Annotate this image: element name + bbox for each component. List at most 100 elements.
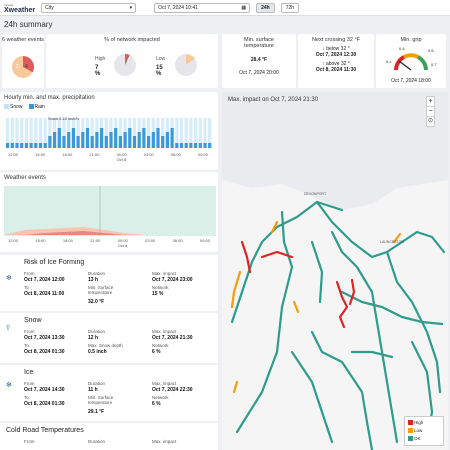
precip-bar-snow — [189, 118, 193, 148]
x-tick-label: 15:00 — [35, 238, 46, 243]
grip-tick-06: 0.6 — [428, 48, 434, 53]
network-impacted-title: % of network impacted — [104, 37, 160, 43]
weather-events-chart — [4, 186, 216, 236]
to-label: To — [24, 395, 29, 400]
precip-bar-rain — [128, 128, 132, 148]
road-segment[interactable] — [350, 350, 394, 359]
duration-value: 11 h — [88, 387, 98, 393]
road-segment-high[interactable] — [240, 240, 252, 274]
precip-bar-rain — [208, 143, 212, 148]
precip-bar-snow — [184, 118, 188, 148]
precip-bar-snow — [24, 118, 28, 148]
min-surface-time: Oct 7, 2024 20:00 — [239, 70, 279, 76]
above-time: Oct 8, 2024 11:30 — [315, 67, 357, 73]
range-24h-button[interactable]: 24h — [256, 2, 275, 13]
impact-label: Max. impact — [152, 381, 177, 386]
weather-events-card[interactable]: 6 weather events 4 2 — [2, 34, 44, 88]
grip-tick-07: 0.7 — [431, 62, 437, 67]
date-picker[interactable]: Oct 7, 2024 10:41 ▦ — [154, 2, 251, 13]
calendar-icon: ▦ — [241, 4, 247, 11]
precip-bar-rain — [10, 143, 14, 148]
road-segment-low[interactable] — [232, 380, 239, 394]
duration-label: Duration — [88, 271, 106, 276]
next-crossing-card[interactable]: Next crossing 32 °F ↓ below 32 ° Oct 7, … — [298, 34, 374, 88]
map-panel[interactable]: Max. impact on Oct 7, 2024 21:30 — [222, 92, 448, 450]
logo-subtext: vaisala — [4, 2, 14, 7]
precip-bar-snow — [194, 118, 198, 148]
legend-rain[interactable]: Rain — [28, 104, 45, 110]
network-low-pie — [175, 54, 197, 76]
chevron-down-icon: ▾ — [129, 4, 133, 11]
network-value: 6 % — [152, 349, 161, 355]
road-segment[interactable] — [330, 230, 399, 444]
network-label: Network — [152, 343, 169, 348]
precip-bar-rain — [118, 136, 122, 148]
weather-events-x-axis: 12:00 15:00 18:00 21:00 00:00 03:00 06:00 09:00… — [4, 238, 216, 250]
to-value: Oct 8, 2024 01:30 — [24, 401, 65, 407]
network-value: 6 % — [152, 401, 161, 407]
road-segment-high[interactable] — [335, 280, 349, 329]
event-card-cold-road[interactable]: Cold Road Temperatures From Duration Max… — [0, 423, 218, 450]
x-tick-label: 12:00 — [8, 238, 19, 243]
precip-bar-rain — [76, 136, 80, 148]
grip-tick-04: 0.4 — [399, 46, 405, 51]
map-land — [222, 180, 448, 450]
road-map[interactable] — [222, 92, 448, 450]
min-surface-card[interactable]: Min. surface temperature 28.4 °F Oct 7, … — [222, 34, 296, 88]
x-tick-label: 15:00 — [35, 152, 46, 157]
road-segment-low[interactable] — [292, 300, 300, 314]
event-card-ice[interactable]: Ice ❄ High From Oct 7, 2024 14:30 To Oct… — [0, 365, 218, 421]
metric-value: 32.0 °F — [88, 299, 105, 305]
precip-bar-rain — [151, 132, 155, 148]
event-card-ice-forming[interactable]: Risk of Ice Forming ❄ Low From Oct 7, 20… — [0, 255, 218, 311]
network-impacted-card[interactable]: % of network impacted High 7 % Low 15 % — [46, 34, 218, 88]
road-segment-low[interactable] — [270, 220, 279, 234]
road-segment[interactable] — [230, 200, 344, 324]
road-segment-low[interactable] — [392, 232, 402, 244]
precipitation-title: Hourly min. and max. precipitation — [4, 95, 95, 101]
road-segment[interactable] — [385, 250, 442, 394]
road-segment-high[interactable] — [260, 250, 294, 259]
precip-bar-rain — [175, 143, 179, 148]
weather-events-pie: 4 2 — [12, 56, 34, 78]
location-select[interactable]: City ▾ — [41, 2, 137, 13]
road-segment-low[interactable] — [230, 270, 242, 309]
date-value: Oct 7, 2024 10:41 — [158, 4, 198, 11]
next-crossing-title: Next crossing 32 °F — [311, 37, 361, 43]
precipitation-x-axis: 12:00 15:00 18:00 21:00 00:00 03:00 06:00 09:00… — [4, 152, 214, 164]
to-value: Oct 8, 2024 01:30 — [24, 349, 65, 355]
precip-bar-rain — [123, 132, 127, 148]
range-72h-button[interactable]: 72h — [280, 2, 300, 13]
precip-bar-snow — [198, 118, 202, 148]
legend-snow[interactable]: Snow — [4, 104, 23, 110]
duration-value: 13 h — [88, 277, 99, 283]
impact-label: Max. impact — [152, 329, 177, 334]
road-segment[interactable] — [340, 290, 444, 326]
road-segment[interactable] — [400, 230, 446, 254]
network-low-value: 15 % — [156, 65, 163, 77]
precip-bar-snow — [147, 118, 151, 148]
road-segment[interactable] — [235, 210, 294, 434]
legend-low-label: Low — [414, 428, 423, 433]
road-segment[interactable] — [310, 330, 374, 450]
precip-bar-snow — [43, 118, 47, 148]
to-label: To — [24, 343, 29, 348]
weather-events-panel: Weather events 12:00 15:00 18:00 21:00 00:00… — [0, 172, 218, 252]
event-card-snow[interactable]: Snow ⍢ High From Oct 7, 2024 13:30 To Oc… — [0, 313, 218, 363]
road-segment-high[interactable] — [348, 278, 356, 306]
impact-value: Oct 7, 2024 22:30 — [152, 387, 193, 393]
legend-high-label: High — [414, 420, 424, 425]
snowflake-icon: ❄ — [6, 382, 12, 389]
road-segment[interactable] — [310, 240, 324, 304]
min-surface-title: Min. surface temperature — [244, 37, 274, 49]
road-network — [230, 200, 446, 450]
precip-bar-snow — [10, 118, 14, 148]
reset-view-button[interactable]: ⊙ — [426, 116, 435, 127]
min-surface-value: 28.4 °F — [250, 57, 268, 63]
precip-bar-rain — [67, 132, 71, 148]
min-grip-card[interactable]: Min. grip 0.4 0.6 0.7 0.1 Oct 7, 2024 18… — [376, 34, 446, 88]
snow-icon: ⍢ — [6, 325, 11, 332]
road-segment[interactable] — [315, 200, 404, 259]
impact-value: Oct 7, 2024 23:00 — [152, 277, 193, 283]
road-segment[interactable] — [290, 350, 334, 444]
